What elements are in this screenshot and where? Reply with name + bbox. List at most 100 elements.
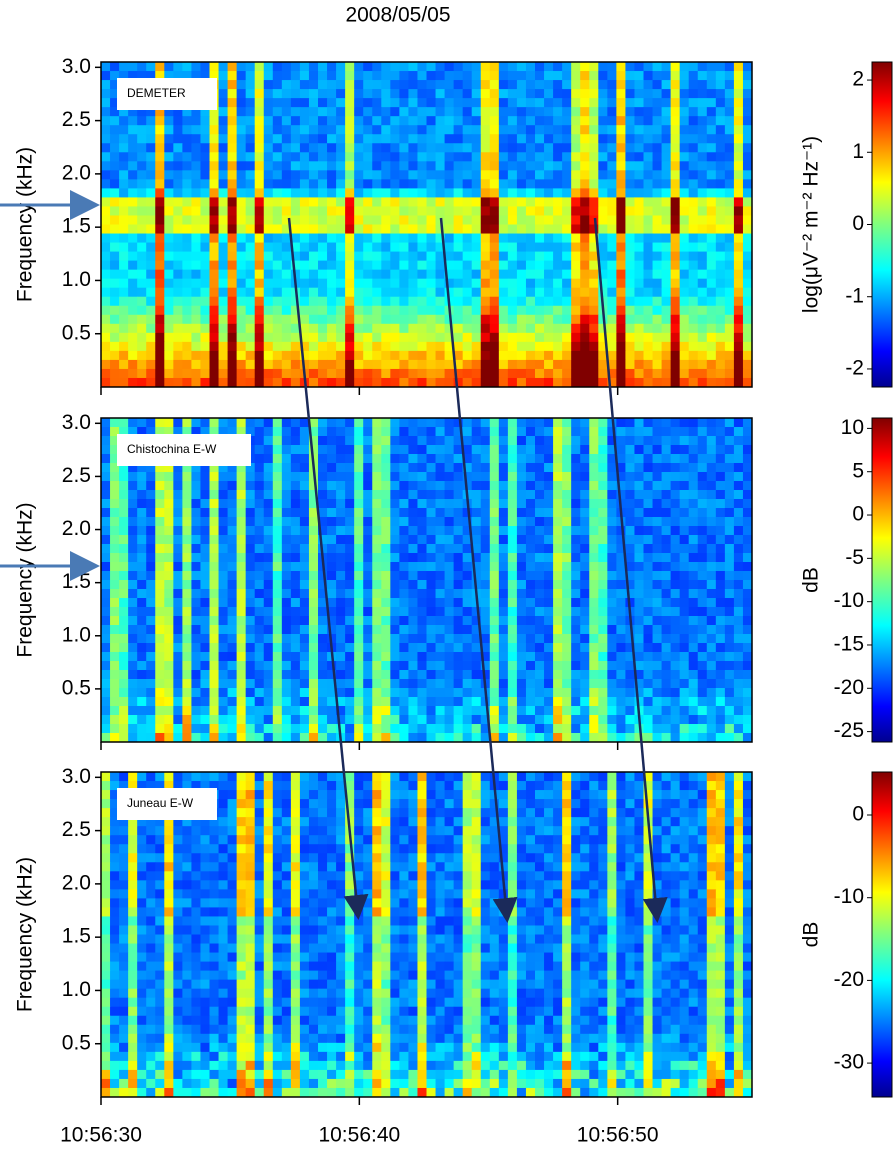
spectrogram-cell <box>707 107 717 117</box>
spectrogram-cell <box>246 179 256 189</box>
spectrogram-cell <box>128 517 138 527</box>
spectrogram-cell <box>644 107 654 117</box>
spectrogram-cell <box>562 598 572 608</box>
spectrogram-cell <box>101 188 111 198</box>
spectrogram-cell <box>517 580 527 590</box>
spectrogram-cell <box>219 369 229 379</box>
spectrogram-cell <box>417 215 427 225</box>
spectrogram-cell <box>680 544 690 554</box>
spectrogram-cell <box>210 342 220 352</box>
spectrogram-cell <box>282 616 292 626</box>
spectrogram-cell <box>662 333 672 343</box>
spectrogram-cell <box>463 143 473 153</box>
spectrogram-cell <box>318 634 328 644</box>
spectrogram-cell <box>408 697 418 707</box>
spectrogram-cell <box>255 270 265 280</box>
spectrogram-cell <box>445 490 455 500</box>
spectrogram-cell <box>490 270 500 280</box>
spectrogram-cell <box>282 652 292 662</box>
spectrogram-cell <box>580 252 590 262</box>
spectrogram-cell <box>499 125 509 135</box>
spectrogram-cell <box>481 170 491 180</box>
spectrogram-cell <box>616 116 626 126</box>
spectrogram-cell <box>264 643 274 653</box>
spectrogram-cell <box>734 499 744 509</box>
spectrogram-cell <box>571 508 581 518</box>
spectrogram-cell <box>553 342 563 352</box>
spectrogram-cell <box>607 71 617 81</box>
spectrogram-cell <box>282 436 292 446</box>
spectrogram-cell <box>246 499 256 509</box>
spectrogram-cell <box>399 333 409 343</box>
spectrogram-cell <box>264 378 274 388</box>
spectrogram-cell <box>653 508 663 518</box>
spectrogram-cell <box>137 197 147 207</box>
spectrogram-cell <box>137 652 147 662</box>
y-tick-label: 2.0 <box>62 161 91 184</box>
spectrogram-cell <box>255 107 265 117</box>
spectrogram-cell <box>671 315 681 325</box>
spectrogram-cell <box>436 625 446 635</box>
spectrogram-cell <box>526 62 536 72</box>
spectrogram-cell <box>345 116 355 126</box>
spectrogram-cell <box>544 688 554 698</box>
spectrogram-cell <box>562 526 572 536</box>
spectrogram-cell <box>589 333 599 343</box>
spectrogram-cell <box>625 243 635 253</box>
spectrogram-cell <box>200 206 210 216</box>
spectrogram-cell <box>481 342 491 352</box>
spectrogram-cell <box>408 188 418 198</box>
spectrogram-cell <box>173 697 183 707</box>
spectrogram-cell <box>598 243 608 253</box>
spectrogram-cell <box>662 342 672 352</box>
spectrogram-cell <box>219 107 229 117</box>
spectrogram-cell <box>399 697 409 707</box>
spectrogram-cell <box>671 643 681 653</box>
spectrogram-cell <box>562 580 572 590</box>
spectrogram-cell <box>454 297 464 307</box>
spectrogram-cell <box>653 234 663 244</box>
spectrogram-cell <box>336 589 346 599</box>
spectrogram-cell <box>454 634 464 644</box>
spectrogram-cell <box>517 297 527 307</box>
spectrogram-cell <box>363 508 373 518</box>
spectrogram-cell <box>336 243 346 253</box>
spectrogram-cell <box>553 71 563 81</box>
spectrogram-cell <box>300 279 310 289</box>
spectrogram-cell <box>625 134 635 144</box>
spectrogram-cell <box>508 315 518 325</box>
spectrogram-cell <box>300 62 310 72</box>
spectrogram-cell <box>517 62 527 72</box>
spectrogram-cell <box>427 134 437 144</box>
spectrogram-cell <box>463 670 473 680</box>
spectrogram-cell <box>101 179 111 189</box>
spectrogram-cell <box>219 553 229 563</box>
spectrogram-cell <box>517 688 527 698</box>
spectrogram-cell <box>499 661 509 671</box>
spectrogram-cell <box>164 508 174 518</box>
spectrogram-cell <box>689 679 699 689</box>
spectrogram-cell <box>580 342 590 352</box>
spectrogram-cell <box>427 188 437 198</box>
spectrogram-cell <box>644 679 654 689</box>
spectrogram-cell <box>436 270 446 280</box>
spectrogram-cell <box>607 553 617 563</box>
spectrogram-cell <box>300 436 310 446</box>
spectrogram-cell <box>110 706 120 716</box>
spectrogram-cell <box>734 481 744 491</box>
spectrogram-cell <box>372 580 382 590</box>
spectrogram-cell <box>291 179 301 189</box>
spectrogram-cell <box>164 243 174 253</box>
spectrogram-cell <box>598 553 608 563</box>
spectrogram-cell <box>490 107 500 117</box>
spectrogram-cell <box>589 360 599 370</box>
spectrogram-cell <box>273 643 283 653</box>
spectrogram-cell <box>644 261 654 271</box>
spectrogram-cell <box>164 499 174 509</box>
spectrogram-cell <box>173 161 183 171</box>
spectrogram-cell <box>445 143 455 153</box>
spectrogram-cell <box>716 125 726 135</box>
spectrogram-cell <box>345 333 355 343</box>
spectrogram-cell <box>571 297 581 307</box>
spectrogram-cell <box>381 170 391 180</box>
